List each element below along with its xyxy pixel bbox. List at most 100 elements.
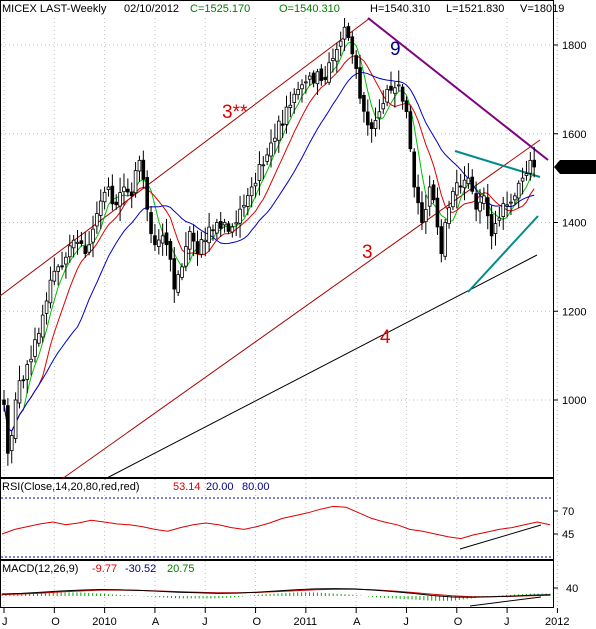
price-tick-label: 1400 xyxy=(562,218,586,230)
trendlines xyxy=(0,17,549,480)
macd-panel: MACD(12,26,9) -9.77 -30.52 20.75 40 xyxy=(1,563,578,607)
candle-body xyxy=(226,223,231,232)
candle-body xyxy=(83,245,88,254)
candle-body xyxy=(133,170,138,194)
candle-body xyxy=(129,191,134,197)
time-tick-label: J xyxy=(202,616,208,628)
candle-body xyxy=(276,120,281,141)
candle-body xyxy=(215,222,219,234)
candle-body xyxy=(331,58,335,61)
moving-averages xyxy=(3,41,535,432)
candle-body xyxy=(381,103,386,110)
candle-body xyxy=(435,197,440,228)
macd-tick-40: 40 xyxy=(566,583,578,595)
candle-body xyxy=(338,40,343,47)
candle-body xyxy=(56,266,60,272)
rsi-value: 53.14 xyxy=(173,481,201,493)
candle-body xyxy=(71,239,76,249)
candle-body xyxy=(400,86,405,102)
rsi-panel: RSI(Close,14,20,80,red,red) 53.14 20.00 … xyxy=(1,481,574,558)
macd-value: -9.77 xyxy=(92,563,117,575)
candle-body xyxy=(25,364,30,380)
candle-body xyxy=(98,200,103,216)
candle-body xyxy=(253,182,258,187)
candle-body xyxy=(29,358,33,363)
rsi-tick-45: 45 xyxy=(562,529,574,541)
candle-body xyxy=(524,173,529,176)
candle-body xyxy=(168,241,173,260)
candle-body xyxy=(75,241,80,244)
candle-body xyxy=(234,222,239,225)
rsi-level-low-label: 20.00 xyxy=(206,481,234,493)
candle-body xyxy=(520,177,525,182)
candle-body xyxy=(296,88,300,96)
candle-body xyxy=(377,111,382,119)
candle-body xyxy=(172,258,177,290)
candle-body xyxy=(315,71,320,85)
candle-body xyxy=(48,279,53,304)
candle-body xyxy=(145,177,149,210)
rsi-title: RSI(Close,14,20,80,red,red) xyxy=(2,481,140,493)
candle-body xyxy=(532,159,536,168)
candle-body xyxy=(509,201,513,204)
candle-body xyxy=(207,226,211,244)
annotation-3-double-star: 3** xyxy=(222,102,248,123)
candle-body xyxy=(191,232,196,242)
candle-body xyxy=(288,104,293,108)
channel-upper-line xyxy=(0,17,371,297)
candle-body xyxy=(447,207,451,224)
time-tick-label: O xyxy=(252,616,261,628)
candle-body xyxy=(95,213,99,227)
wedge-upper-line xyxy=(454,150,541,178)
long-term-support-line xyxy=(104,254,538,480)
candle-body xyxy=(246,195,250,207)
candle-body xyxy=(489,214,494,237)
candle-body xyxy=(238,208,242,224)
candle-body xyxy=(323,76,328,80)
candle-body xyxy=(40,314,45,338)
rsi-panel-frame xyxy=(0,478,554,560)
candle-body xyxy=(346,26,351,39)
candle-body xyxy=(91,228,95,243)
time-tick-label: 2012 xyxy=(545,616,569,628)
candle-body xyxy=(102,191,107,203)
candle-body xyxy=(513,195,517,201)
ma-fast-line xyxy=(3,41,535,432)
candles-layer xyxy=(2,18,536,466)
time-tick-label: 2010 xyxy=(92,616,116,628)
candle-body xyxy=(187,230,192,250)
candle-body xyxy=(222,222,227,226)
candle-body xyxy=(33,339,37,357)
candle-body xyxy=(37,333,41,344)
time-tick-label: O xyxy=(51,616,60,628)
candle-body xyxy=(242,204,246,208)
candle-body xyxy=(149,212,153,235)
candle-body xyxy=(454,182,459,196)
candle-body xyxy=(311,72,316,84)
candle-body xyxy=(420,202,424,223)
candle-body xyxy=(269,142,273,157)
macd-title: MACD(12,26,9) xyxy=(2,563,78,575)
candle-body xyxy=(451,191,455,208)
candle-body xyxy=(528,159,533,174)
open-label: O=1540.310 xyxy=(279,3,340,15)
macd-trendline xyxy=(469,596,542,607)
candle-body xyxy=(230,226,235,233)
candle-body xyxy=(184,246,188,267)
candle-body xyxy=(284,106,289,125)
time-tick-label: A xyxy=(353,616,361,628)
candle-body xyxy=(466,177,471,185)
price-panel-frame xyxy=(0,0,554,478)
time-tick-label: J xyxy=(403,616,409,628)
candle-body xyxy=(412,151,417,188)
candle-body xyxy=(482,195,486,204)
candle-body xyxy=(13,399,18,439)
macd-signal-value: -30.52 xyxy=(125,563,156,575)
candle-body xyxy=(280,123,285,126)
price-tick-label: 1800 xyxy=(562,40,586,52)
candle-body xyxy=(17,380,22,404)
rsi-level-high-label: 80.00 xyxy=(242,481,270,493)
candle-body xyxy=(369,122,374,129)
resistance-line xyxy=(367,17,549,161)
